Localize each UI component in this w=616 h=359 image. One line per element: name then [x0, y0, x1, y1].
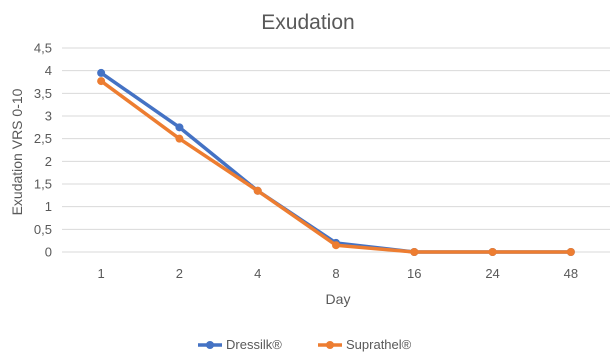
x-tick-label: 2: [176, 266, 183, 281]
x-tick-label: 4: [254, 266, 261, 281]
data-point: [332, 241, 340, 250]
x-axis-label: Day: [326, 291, 351, 307]
y-tick-label: 0: [45, 245, 52, 260]
chart-title: Exudation: [261, 11, 354, 34]
x-tick-label: 48: [564, 266, 578, 281]
data-point: [253, 186, 262, 195]
series-line: [99, 79, 573, 254]
data-point: [97, 77, 106, 86]
y-tick-label: 2,5: [34, 131, 52, 146]
gridlines: [62, 47, 610, 253]
x-tick-label: 16: [407, 266, 421, 281]
y-tick-label: 1: [45, 199, 52, 214]
legend-swatch-marker: [206, 341, 214, 349]
series-line: [99, 71, 573, 254]
data-point: [410, 248, 419, 256]
legend-label: Dressilk®: [226, 337, 282, 352]
y-axis-label: Exudation VRS 0-10: [9, 88, 25, 215]
x-tick-label: 1: [98, 266, 105, 281]
x-tick-labels: 1 2 4 8 16 24 48: [98, 266, 579, 281]
data-point: [175, 134, 184, 143]
x-tick-label: 24: [485, 266, 499, 281]
legend: Dressilk® Suprathel®: [198, 337, 412, 352]
y-tick-label: 4,5: [34, 41, 52, 56]
data-point: [97, 68, 106, 77]
data-point: [175, 123, 184, 132]
y-tick-label: 0,5: [34, 222, 52, 237]
series-group: [97, 68, 575, 256]
legend-label: Suprathel®: [346, 337, 412, 352]
y-tick-labels: 0 0,5 1 1,5 2 2,5 3 3,5 4 4,5: [34, 41, 52, 260]
data-point: [566, 248, 575, 256]
legend-swatch-marker: [326, 341, 334, 349]
data-point: [488, 248, 497, 256]
x-tick-label: 8: [332, 266, 339, 281]
y-tick-label: 3,5: [34, 86, 52, 101]
y-tick-label: 4: [45, 63, 52, 78]
y-tick-label: 2: [45, 154, 52, 169]
y-tick-label: 1,5: [34, 177, 52, 192]
y-tick-label: 3: [45, 109, 52, 124]
